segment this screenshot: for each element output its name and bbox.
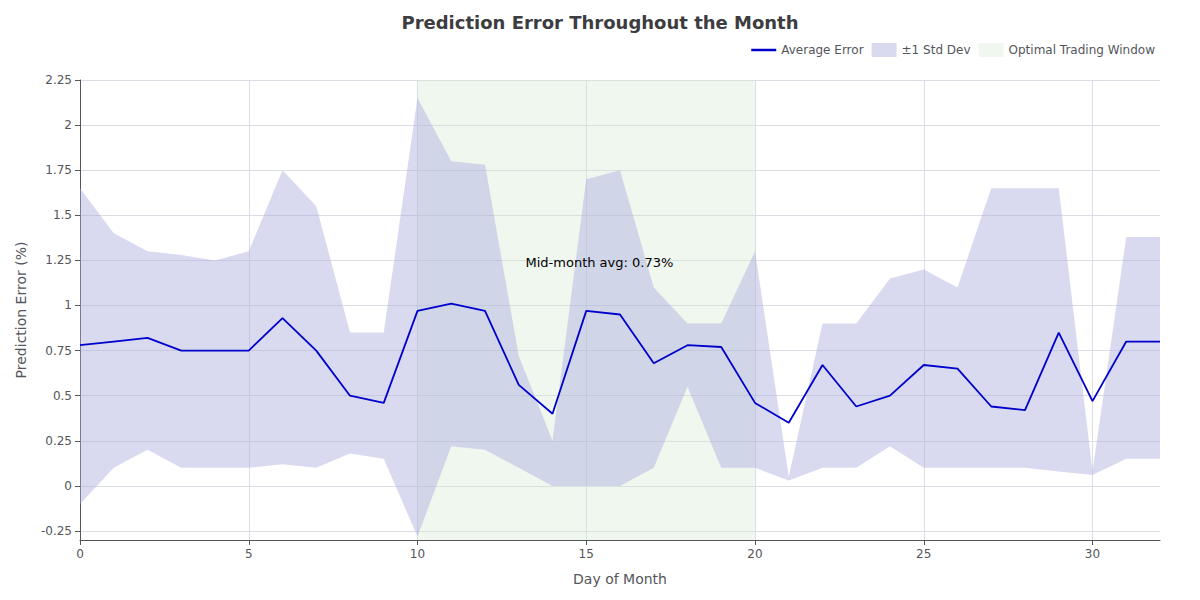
svg-text:Average Error: Average Error [781,43,863,57]
svg-text:20: 20 [747,547,762,561]
svg-text:-0.25: -0.25 [41,524,72,538]
svg-text:0.5: 0.5 [53,389,72,403]
svg-text:1: 1 [64,298,72,312]
svg-text:1.5: 1.5 [53,208,72,222]
svg-text:1.25: 1.25 [45,253,72,267]
svg-text:0.25: 0.25 [45,434,72,448]
svg-text:15: 15 [579,547,594,561]
svg-text:±1 Std Dev: ±1 Std Dev [902,43,971,57]
svg-text:2.25: 2.25 [45,73,72,87]
svg-text:0.75: 0.75 [45,344,72,358]
svg-text:0: 0 [76,547,84,561]
svg-text:1.75: 1.75 [45,163,72,177]
svg-text:2: 2 [64,118,72,132]
svg-text:Prediction Error (%): Prediction Error (%) [13,242,29,379]
svg-text:30: 30 [1085,547,1100,561]
svg-text:0: 0 [64,479,72,493]
svg-text:Optimal Trading Window: Optimal Trading Window [1009,43,1156,57]
svg-text:10: 10 [410,547,425,561]
svg-text:5: 5 [245,547,253,561]
svg-text:Day of Month: Day of Month [573,571,667,587]
svg-text:25: 25 [916,547,931,561]
svg-text:Mid-month avg: 0.73%: Mid-month avg: 0.73% [526,255,674,270]
svg-text:Prediction Error Throughout th: Prediction Error Throughout the Month [401,12,798,33]
